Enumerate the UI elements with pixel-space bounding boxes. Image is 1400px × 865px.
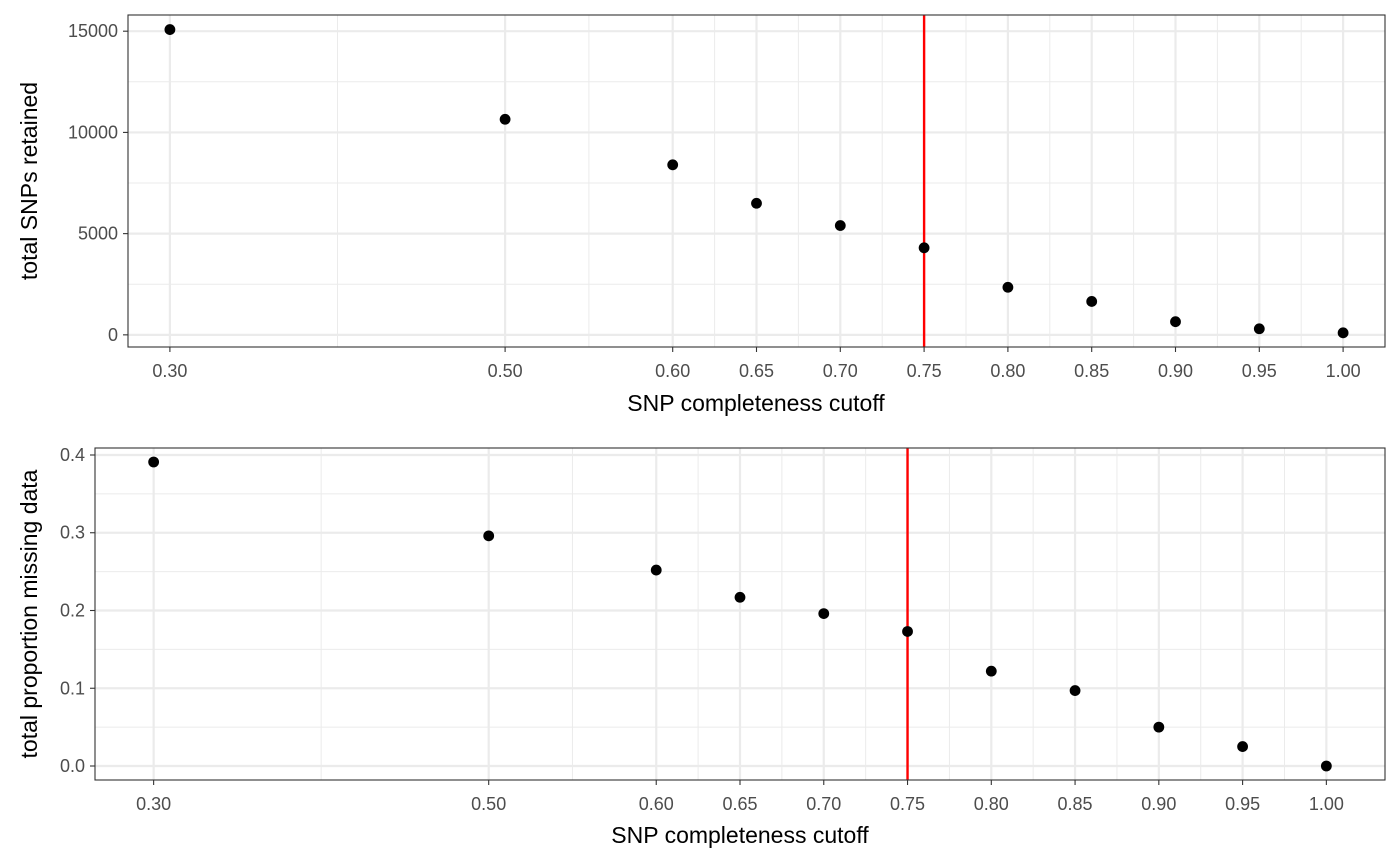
data-point <box>667 159 679 171</box>
x-tick-label: 0.65 <box>722 794 757 814</box>
y-tick-label: 0.2 <box>60 601 85 621</box>
x-tick-label: 0.75 <box>907 361 942 381</box>
x-tick-label: 0.50 <box>488 361 523 381</box>
data-point <box>483 530 495 542</box>
data-point <box>1002 281 1014 293</box>
panel-snps-retained: 0.30 0.50 0.60 0.65 0.70 0.75 0.80 0.85 0.90 0.95… <box>16 14 1386 416</box>
y-tick-label: 0.3 <box>60 523 85 543</box>
x-tick-label: 0.60 <box>655 361 690 381</box>
data-point <box>985 665 997 677</box>
data-point <box>1337 327 1349 339</box>
x-tick-label: 0.30 <box>136 794 171 814</box>
x-tick-label: 0.65 <box>739 361 774 381</box>
y-axis-ticks: 0 5000 10000 15000 <box>68 21 128 345</box>
y-axis-title: total proportion missing data <box>16 469 42 758</box>
data-point <box>734 591 746 603</box>
x-axis-title: SNP completeness cutoff <box>611 822 869 848</box>
data-point <box>1253 323 1265 335</box>
x-tick-label: 1.00 <box>1309 794 1344 814</box>
y-axis-ticks: 0.0 0.1 0.2 0.3 0.4 <box>60 445 95 776</box>
data-point <box>751 197 762 209</box>
x-tick-label: 0.30 <box>152 361 187 381</box>
y-tick-label: 0 <box>108 325 118 345</box>
data-point <box>1069 685 1081 696</box>
data-point <box>834 220 846 231</box>
y-tick-label: 10000 <box>68 122 118 142</box>
x-tick-label: 1.00 <box>1326 361 1361 381</box>
data-point <box>148 456 160 468</box>
data-point <box>1153 721 1165 733</box>
x-tick-label: 0.75 <box>890 794 925 814</box>
x-axis-title: SNP completeness cutoff <box>627 390 885 416</box>
x-tick-label: 0.95 <box>1242 361 1277 381</box>
x-tick-label: 0.90 <box>1141 794 1176 814</box>
x-tick-label: 0.85 <box>1058 794 1093 814</box>
data-point <box>1237 741 1248 752</box>
data-point <box>499 113 511 125</box>
data-point <box>902 626 913 637</box>
x-tick-label: 0.90 <box>1158 361 1193 381</box>
x-tick-label: 0.50 <box>471 794 506 814</box>
data-points <box>148 456 1332 772</box>
data-point <box>918 242 930 254</box>
major-gridlines <box>95 448 1385 780</box>
x-tick-label: 0.85 <box>1074 361 1109 381</box>
data-point <box>650 564 662 576</box>
x-tick-label: 0.80 <box>974 794 1009 814</box>
x-tick-label: 0.95 <box>1225 794 1260 814</box>
panel-proportion-missing: 0.30 0.50 0.60 0.65 0.70 0.75 0.80 0.85 0.90 0.95… <box>16 445 1386 848</box>
x-axis-ticks: 0.30 0.50 0.60 0.65 0.70 0.75 0.80 0.85 0.90 0.95… <box>152 347 1361 381</box>
y-axis-title: total SNPs retained <box>16 82 42 280</box>
y-tick-label: 5000 <box>78 224 118 244</box>
data-point <box>164 24 176 35</box>
x-tick-label: 0.60 <box>639 794 674 814</box>
y-tick-label: 0.0 <box>60 756 85 776</box>
y-tick-label: 0.1 <box>60 678 85 698</box>
x-tick-label: 0.70 <box>823 361 858 381</box>
data-point <box>1170 316 1181 328</box>
y-tick-label: 0.4 <box>60 445 85 465</box>
y-tick-label: 15000 <box>68 21 118 41</box>
x-tick-label: 0.70 <box>806 794 841 814</box>
data-point <box>818 608 830 620</box>
data-point <box>1320 760 1332 772</box>
data-points <box>164 24 1349 339</box>
x-tick-label: 0.80 <box>990 361 1025 381</box>
data-point <box>1086 296 1098 307</box>
x-axis-ticks: 0.30 0.50 0.60 0.65 0.70 0.75 0.80 0.85 0.90 0.95… <box>136 780 1344 814</box>
